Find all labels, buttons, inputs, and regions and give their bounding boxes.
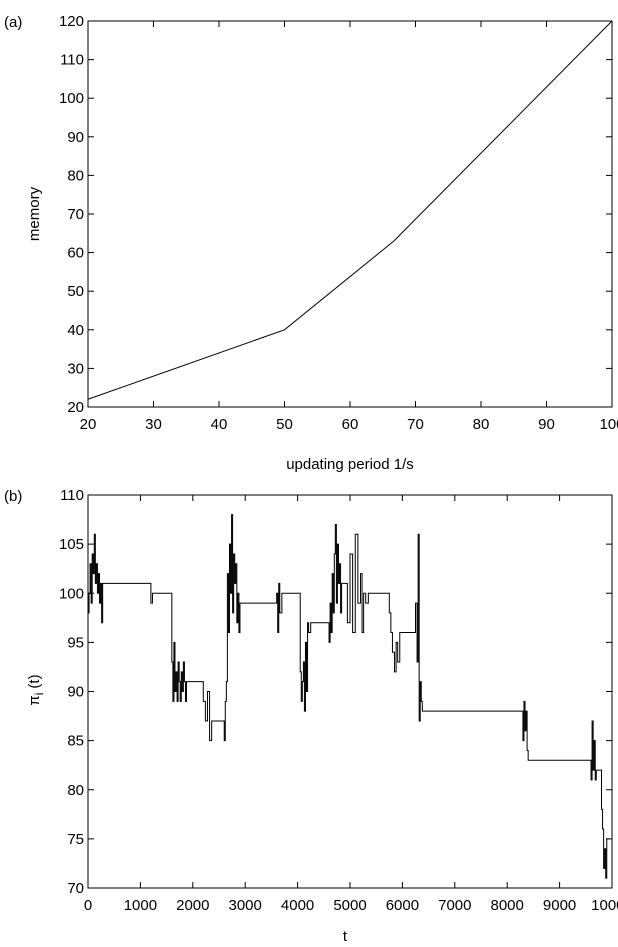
y-tick-label: 90: [67, 129, 84, 146]
y-tick-label: 120: [59, 13, 84, 30]
y-tick-label: 95: [67, 634, 84, 651]
panel-b-plot-area: [88, 514, 610, 879]
panel-b-y-label-sub: i: [32, 693, 46, 696]
y-tick-label: 100: [59, 90, 84, 107]
x-tick-label: 20: [80, 416, 97, 433]
x-tick-label: 30: [145, 416, 162, 433]
panel-a-frame: [87, 20, 613, 408]
panel-a-label: (a): [4, 14, 22, 31]
x-tick-label: 4000: [281, 897, 314, 914]
panel-b-y-axis-label: πi (t): [26, 674, 46, 705]
y-tick-label: 30: [67, 360, 84, 377]
y-tick-label: 85: [67, 733, 84, 750]
x-tick-label: 2000: [176, 897, 209, 914]
x-tick-label: 10000: [591, 897, 618, 914]
x-tick-label: 80: [473, 416, 490, 433]
x-tick-label: 7000: [438, 897, 471, 914]
y-tick-label: 75: [67, 831, 84, 848]
panel-b-x-axis: 0 1000 2000 3000 4000 5000 6000 7000 8000 9000 100…: [84, 495, 618, 914]
panel-b-pi-chart: (b) 70 75 80 85 90 95 100 105 110 0 1000 2000 3000 4…: [4, 487, 618, 945]
y-tick-label: 110: [60, 52, 84, 69]
panel-b-x-axis-label: t: [343, 928, 348, 945]
x-tick-label: 3000: [229, 897, 262, 914]
x-tick-label: 100: [599, 416, 618, 433]
x-tick-label: 1000: [124, 897, 157, 914]
y-tick-label: 70: [67, 880, 84, 897]
panel-a-memory-chart: (a) 20 30 40 50 60 70 80 90 100 110 120 20 30 40 50 60…: [4, 13, 618, 473]
panel-b-y-label-main: π: [26, 695, 43, 705]
panel-a-x-axis: 20 30 40 50 60 70 80 90 100: [80, 21, 618, 433]
y-tick-label: 60: [67, 245, 84, 262]
y-tick-label: 80: [67, 167, 84, 184]
y-tick-label: 40: [67, 322, 84, 339]
panel-b-frame: [87, 494, 613, 889]
x-tick-label: 6000: [386, 897, 419, 914]
x-tick-label: 50: [276, 416, 293, 433]
panel-a-plot-area: [87, 20, 613, 400]
series-line-0: [87, 20, 613, 400]
panel-b-y-label-tail: (t): [26, 674, 43, 688]
y-tick-label: 105: [59, 536, 84, 553]
y-tick-label: 100: [59, 585, 84, 602]
x-tick-label: 60: [342, 416, 359, 433]
panel-b-label: (b): [4, 488, 22, 505]
y-tick-label: 80: [67, 782, 84, 799]
panel-a-y-axis: 20 30 40 50 60 70 80 90 100 110 120: [59, 13, 612, 416]
panel-a-y-axis-label: memory: [26, 186, 43, 241]
panel-b-y-axis: 70 75 80 85 90 95 100 105 110: [59, 487, 612, 897]
x-tick-label: 90: [538, 416, 555, 433]
x-tick-label: 8000: [491, 897, 524, 914]
y-tick-label: 90: [67, 684, 84, 701]
y-tick-label: 110: [60, 487, 84, 504]
x-tick-label: 70: [407, 416, 424, 433]
x-tick-label: 0: [84, 897, 92, 914]
y-tick-label: 70: [67, 206, 84, 223]
x-tick-label: 40: [211, 416, 228, 433]
y-tick-label: 50: [67, 283, 84, 300]
x-tick-label: 5000: [333, 897, 366, 914]
y-tick-label: 20: [67, 399, 84, 416]
panel-a-x-axis-label: updating period 1/s: [286, 456, 414, 473]
x-tick-label: 9000: [543, 897, 576, 914]
series-line-0: [88, 514, 610, 879]
